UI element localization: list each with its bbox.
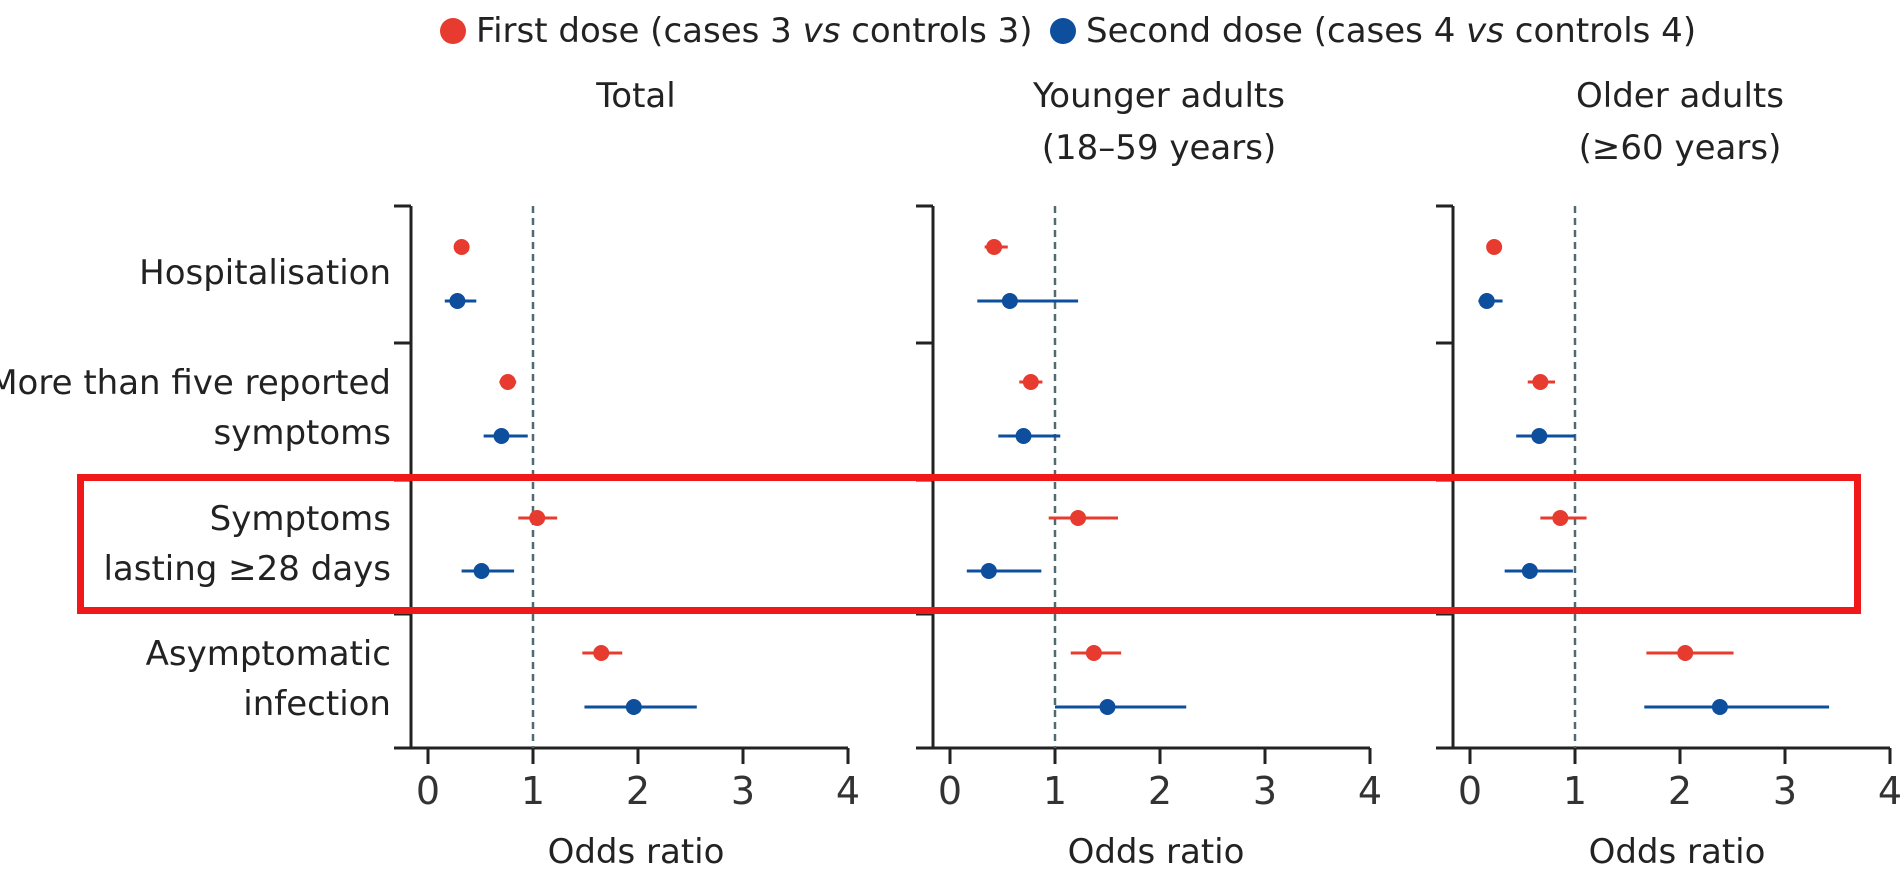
first-dose-point [1070, 510, 1087, 526]
legend-label-first-dose: First dose (cases 3 vs controls 3) [476, 11, 1033, 51]
category-label-asymptomatic-infection: Asymptomatic infection [145, 634, 391, 724]
category-label-hospitalisation: Hospitalisation [139, 253, 391, 293]
x-axis-label-total: Odds ratio [547, 832, 725, 872]
x-tick-label: 2 [1148, 769, 1172, 813]
legend-item-first-dose: First dose (cases 3 vs controls 3) [440, 6, 1033, 56]
first-dose-point [986, 239, 1003, 255]
red-dot-icon [440, 18, 466, 44]
first-dose-point [1486, 239, 1503, 255]
first-dose-point [1677, 645, 1694, 661]
second-dose-point [1015, 428, 1032, 444]
second-dose-point [473, 563, 490, 579]
x-tick-label: 1 [1043, 769, 1067, 813]
legend-item-second-dose: Second dose (cases 4 vs controls 4) [1050, 6, 1696, 56]
first-dose-point [1022, 374, 1039, 390]
second-dose-point [493, 428, 510, 444]
panel-title-younger-adults: Younger adults (18–59 years) [1033, 76, 1285, 168]
category-label-more-than-five-symptoms: More than five reported symptoms [0, 363, 391, 453]
second-dose-point [1478, 293, 1495, 309]
second-dose-point [1099, 699, 1116, 715]
x-tick-label: 0 [416, 769, 440, 813]
panel-title-total: Total [596, 76, 676, 116]
x-tick-label: 0 [1458, 769, 1482, 813]
highlight-box [77, 474, 1861, 614]
x-axis-label-older: Odds ratio [1588, 832, 1766, 872]
category-label-symptoms-28-days: Symptoms lasting ≥28 days [103, 499, 391, 589]
first-dose-point [1532, 374, 1549, 390]
first-dose-point [499, 374, 516, 390]
x-tick-label: 0 [938, 769, 962, 813]
second-dose-point [1521, 563, 1538, 579]
legend-label-second-dose: Second dose (cases 4 vs controls 4) [1086, 11, 1697, 51]
second-dose-point [1531, 428, 1548, 444]
second-dose-point [449, 293, 466, 309]
x-tick-label: 4 [1358, 769, 1382, 813]
x-tick-label: 4 [1878, 769, 1901, 813]
first-dose-point [1085, 645, 1102, 661]
panel-title-older-adults: Older adults (≥60 years) [1576, 76, 1784, 168]
x-tick-label: 1 [521, 769, 545, 813]
x-tick-label: 1 [1563, 769, 1587, 813]
first-dose-point [593, 645, 610, 661]
second-dose-point [1711, 699, 1728, 715]
x-axis-label-younger: Odds ratio [1067, 832, 1245, 872]
second-dose-point [980, 563, 997, 579]
legend: First dose (cases 3 vs controls 3) Secon… [0, 2, 1901, 62]
x-tick-label: 2 [626, 769, 650, 813]
second-dose-point [1001, 293, 1018, 309]
x-tick-label: 3 [731, 769, 755, 813]
first-dose-point [1552, 510, 1569, 526]
blue-dot-icon [1050, 18, 1076, 44]
second-dose-point [625, 699, 642, 715]
first-dose-point [529, 510, 546, 526]
x-tick-label: 3 [1253, 769, 1277, 813]
x-tick-label: 3 [1773, 769, 1797, 813]
x-tick-label: 4 [836, 769, 860, 813]
first-dose-point [453, 239, 470, 255]
x-tick-label: 2 [1668, 769, 1692, 813]
